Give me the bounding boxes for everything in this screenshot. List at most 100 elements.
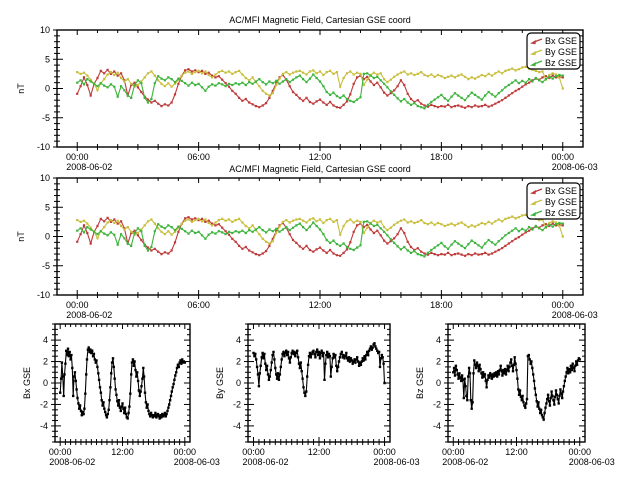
y-tick-label: 4 xyxy=(436,335,441,345)
y-tick-label: -2 xyxy=(233,399,241,409)
legend-arrow-icon xyxy=(530,40,536,45)
y-axis-label: Bx GSE xyxy=(22,367,32,399)
x-date-label: 2008-06-02 xyxy=(242,457,288,467)
x-date-label: 2008-06-03 xyxy=(569,457,615,467)
y-tick-label: 2 xyxy=(436,357,441,367)
legend-arrow-icon xyxy=(530,51,536,56)
y-tick-label: -4 xyxy=(233,421,241,431)
x-tick-label: 00:00 xyxy=(49,447,72,457)
legend-arrow-icon xyxy=(530,212,536,217)
x-tick-label: 12:00 xyxy=(308,447,331,457)
y-tick-label: -10 xyxy=(37,290,50,300)
y-tick-label: -2 xyxy=(40,399,48,409)
series-bx xyxy=(76,216,564,257)
x-tick-label: 06:00 xyxy=(187,152,210,162)
x-date-label: 2008-06-02 xyxy=(49,457,95,467)
x-tick-label: 00:00 xyxy=(373,447,396,457)
legend-entry-by: By GSE xyxy=(530,47,577,57)
x-date-label: 2008-06-03 xyxy=(374,457,420,467)
x-tick-label: 06:00 xyxy=(187,300,210,310)
x-tick-label: 12:00 xyxy=(111,447,134,457)
legend-entry-bx: Bx GSE xyxy=(530,36,577,46)
legend-label: Bz GSE xyxy=(545,58,577,68)
y-tick-label: 0 xyxy=(236,378,241,388)
axis-ticks xyxy=(244,323,390,446)
plot-frame xyxy=(54,323,191,443)
axis-ticks xyxy=(51,323,190,446)
legend-entry-bz: Bz GSE xyxy=(530,58,577,68)
series-bx-markers xyxy=(59,346,186,420)
series-bz-line xyxy=(76,72,563,110)
x-tick-label: 00:00 xyxy=(66,152,89,162)
series-by-markers xyxy=(252,342,386,398)
y-tick-label: -4 xyxy=(433,421,441,431)
legend-label: Bz GSE xyxy=(545,208,577,218)
legend-frame xyxy=(526,32,581,70)
x-tick-label: 12:00 xyxy=(505,447,528,457)
y-tick-label: 5 xyxy=(45,202,50,212)
y-tick-label: 0 xyxy=(43,378,48,388)
x-date-label: 2008-06-03 xyxy=(552,310,598,320)
plot-frame xyxy=(247,323,391,443)
y-axis-label: nT xyxy=(16,83,26,94)
y-tick-label: -2 xyxy=(433,399,441,409)
y-tick-label: 0 xyxy=(45,84,50,94)
y-tick-label: 10 xyxy=(40,173,50,183)
y-tick-label: 0 xyxy=(45,232,50,242)
x-tick-label: 00:00 xyxy=(552,300,575,310)
legend-label: Bx GSE xyxy=(545,36,577,46)
axis-ticks xyxy=(53,29,583,151)
series-by-markers xyxy=(76,65,564,97)
y-tick-label: 4 xyxy=(43,335,48,345)
x-tick-label: 00:00 xyxy=(552,152,575,162)
x-tick-label: 00:00 xyxy=(66,300,89,310)
series-bz xyxy=(452,353,581,422)
x-date-label: 2008-06-03 xyxy=(174,457,220,467)
y-axis-label: Bz GSE xyxy=(415,367,425,399)
legend-entry-bz: Bz GSE xyxy=(530,208,577,218)
y-axis-label: By GSE xyxy=(215,367,225,399)
x-tick-label: 00:00 xyxy=(174,447,197,457)
y-tick-label: 5 xyxy=(45,54,50,64)
legend-label: Bx GSE xyxy=(545,186,577,196)
series-bx xyxy=(59,345,186,421)
y-tick-label: 2 xyxy=(236,357,241,367)
series-bz xyxy=(76,72,564,110)
y-tick-label: -4 xyxy=(40,421,48,431)
y-tick-label: -5 xyxy=(42,261,50,271)
x-date-label: 2008-06-02 xyxy=(66,162,112,172)
y-axis-label: nT xyxy=(16,231,26,242)
panel-title: AC/MFI Magnetic Field, Cartesian GSE coo… xyxy=(229,164,411,174)
x-tick-label: 12:00 xyxy=(309,152,332,162)
x-date-label: 2008-06-03 xyxy=(552,162,598,172)
legend-entry-by: By GSE xyxy=(530,197,577,207)
y-tick-label: 0 xyxy=(436,378,441,388)
series-bx-markers xyxy=(76,68,564,109)
y-tick-label: -10 xyxy=(37,142,50,152)
panel-overview-middle: AC/MFI Magnetic Field, Cartesian GSE coo… xyxy=(16,164,598,320)
y-tick-label: 4 xyxy=(236,335,241,345)
x-tick-label: 00:00 xyxy=(442,447,465,457)
axis-ticks xyxy=(53,177,583,299)
y-tick-label: 2 xyxy=(43,357,48,367)
panel-overview-top: AC/MFI Magnetic Field, Cartesian GSE coo… xyxy=(16,15,598,172)
legend-label: By GSE xyxy=(545,197,577,207)
series-by xyxy=(76,65,564,97)
y-tick-label: 10 xyxy=(40,25,50,35)
legend-arrow-icon xyxy=(530,62,536,67)
series-by-markers xyxy=(76,213,564,245)
axis-ticks xyxy=(444,323,585,446)
x-date-label: 2008-06-02 xyxy=(442,457,488,467)
series-bx xyxy=(76,68,564,109)
x-tick-label: 18:00 xyxy=(430,300,453,310)
series-bz xyxy=(76,220,564,258)
legend-arrow-icon xyxy=(530,190,536,195)
x-tick-label: 12:00 xyxy=(309,300,332,310)
legend-arrow-icon xyxy=(530,201,536,206)
